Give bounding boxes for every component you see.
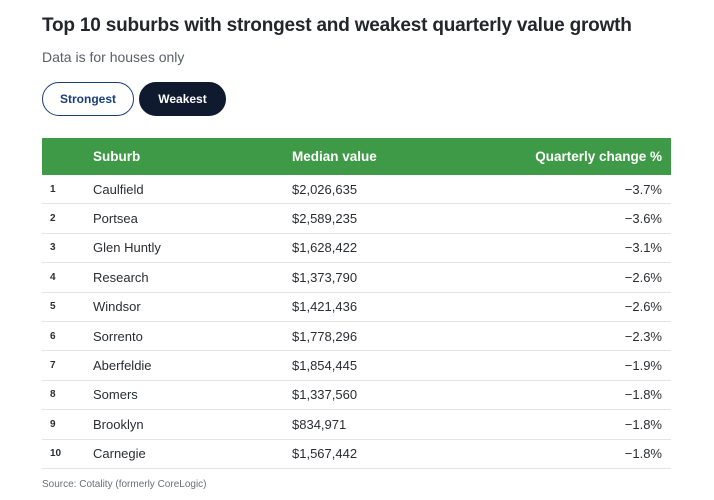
median-value-cell: $834,971 [292,409,522,440]
quarterly-change-cell: −1.8% [522,439,671,469]
quarterly-change-cell: −1.9% [522,350,671,381]
table-row: 8 Somers $1,337,560 −1.8% [42,380,671,411]
suburb-cell: Carnegie [93,439,292,469]
table-body: 1 Caulfield $2,026,635 −3.7% 2 Portsea $2,589,… [42,175,671,469]
header-quarterly-change: Quarterly change % [522,138,671,175]
table-row: 6 Sorrento $1,778,296 −2.3% [42,321,671,352]
rank-cell: 8 [42,380,93,411]
table-row: 4 Research $1,373,790 −2.6% [42,262,671,293]
suburb-cell: Somers [93,380,292,411]
rank-cell: 4 [42,262,93,293]
median-value-cell: $1,373,790 [292,262,522,293]
rank-cell: 9 [42,409,93,440]
table-row: 7 Aberfeldie $1,854,445 −1.9% [42,350,671,381]
median-value-cell: $1,567,442 [292,439,522,469]
table-row: 3 Glen Huntly $1,628,422 −3.1% [42,233,671,264]
table-row: 2 Portsea $2,589,235 −3.6% [42,203,671,234]
suburb-cell: Caulfield [93,175,292,205]
median-value-cell: $1,421,436 [292,292,522,322]
rank-cell: 3 [42,233,93,264]
table-row: 9 Brooklyn $834,971 −1.8% [42,409,671,440]
table-row: 5 Windsor $1,421,436 −2.6% [42,292,671,322]
rank-cell: 7 [42,350,93,381]
quarterly-change-cell: −2.3% [522,321,671,352]
table-header-row: Suburb Median value Quarterly change % [42,138,671,175]
suburb-cell: Sorrento [93,321,292,352]
page-subtitle: Data is for houses only [42,49,185,65]
suburb-cell: Windsor [93,292,292,322]
quarterly-change-cell: −3.6% [522,203,671,234]
table-row: 10 Carnegie $1,567,442 −1.8% [42,439,671,469]
page-title: Top 10 suburbs with strongest and weakes… [42,15,632,36]
suburb-cell: Portsea [93,203,292,234]
median-value-cell: $1,337,560 [292,380,522,411]
rank-cell: 6 [42,321,93,352]
median-value-cell: $1,854,445 [292,350,522,381]
rank-cell: 5 [42,292,93,322]
quarterly-change-cell: −3.7% [522,175,671,205]
median-value-cell: $1,628,422 [292,233,522,264]
suburb-cell: Aberfeldie [93,350,292,381]
quarterly-change-cell: −2.6% [522,292,671,322]
median-value-cell: $2,026,635 [292,175,522,205]
quarterly-change-cell: −2.6% [522,262,671,293]
rank-cell: 10 [42,439,93,469]
suburb-cell: Glen Huntly [93,233,292,264]
quarterly-change-cell: −3.1% [522,233,671,264]
median-value-cell: $2,589,235 [292,203,522,234]
quarterly-change-cell: −1.8% [522,409,671,440]
header-rank [42,138,93,175]
suburb-cell: Research [93,262,292,293]
suburbs-table: Suburb Median value Quarterly change % 1… [42,138,671,469]
rank-cell: 2 [42,203,93,234]
median-value-cell: $1,778,296 [292,321,522,352]
table-row: 1 Caulfield $2,026,635 −3.7% [42,175,671,205]
quarterly-change-cell: −1.8% [522,380,671,411]
header-median-value: Median value [292,138,522,175]
weakest-toggle-button[interactable]: Weakest [139,82,226,116]
suburb-cell: Brooklyn [93,409,292,440]
table-header: Suburb Median value Quarterly change % [42,138,671,175]
strongest-toggle-button[interactable]: Strongest [42,82,134,116]
rank-cell: 1 [42,175,93,205]
header-suburb: Suburb [93,138,292,175]
source-note: Source: Cotality (formerly CoreLogic) [42,479,207,490]
